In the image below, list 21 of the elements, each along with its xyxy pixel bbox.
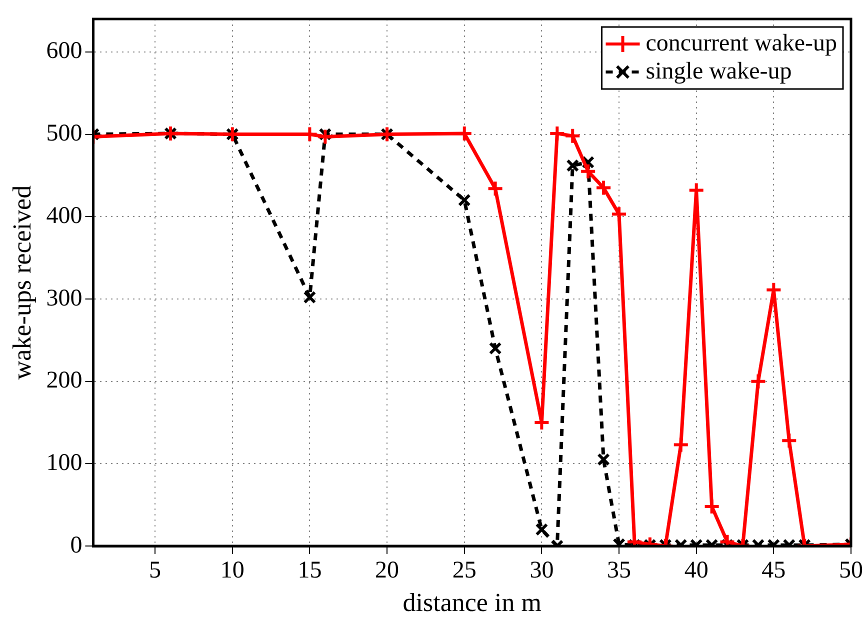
y-tick-label: 500	[46, 120, 82, 147]
y-tick-label: 100	[46, 450, 82, 476]
x-tick-label: 40	[684, 558, 708, 584]
y-tick-label: 600	[46, 38, 82, 64]
y-tick-label: 200	[46, 368, 82, 394]
x-tick-label: 5	[149, 558, 162, 584]
x-tick-label: 25	[452, 558, 476, 584]
y-tick-label: 300	[46, 285, 82, 312]
y-tick-label: 400	[46, 202, 82, 229]
x-tick-label: 35	[607, 558, 632, 584]
x-tick-label: 10	[220, 558, 244, 584]
y-axis-title: wake-ups received	[7, 185, 36, 380]
x-axis-title: distance in m	[402, 588, 542, 618]
legend-label: concurrent wake-up	[646, 30, 838, 56]
x-tick-label: 30	[530, 558, 554, 584]
x-tick-label: 15	[298, 558, 322, 584]
legend-label: single wake-up	[646, 58, 792, 84]
x-tick-label: 20	[375, 558, 400, 584]
x-tick-label: 50	[839, 558, 863, 584]
y-tick-label: 0	[70, 532, 82, 558]
x-tick-label: 45	[762, 558, 786, 584]
